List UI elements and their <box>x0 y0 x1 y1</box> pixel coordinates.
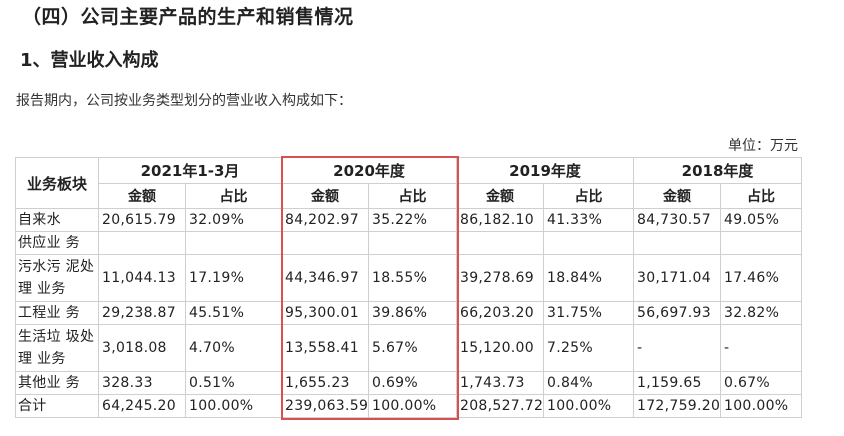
segment-cell: 污水污 泥处理 业务 <box>15 254 99 302</box>
period-header: 2020年度 <box>281 157 458 184</box>
table-row: 自来水 20,615.79 32.09% 84,202.97 35.22% 86,182.… <box>15 208 803 232</box>
ratio-cell: 17.19% <box>184 254 283 302</box>
table-row: 污水污 泥处理 业务 11,044.13 17.19% 44,346.97 18.55%… <box>15 254 803 302</box>
segment-cell: 生活垃 圾处理 业务 <box>15 324 99 372</box>
amount-cell: 66,203.20 <box>456 301 545 325</box>
amount-cell: 64,245.20 <box>98 394 186 418</box>
segment-header: 业务板块 <box>15 157 99 209</box>
amount-cell: - <box>633 324 722 372</box>
ratio-cell: 32.82% <box>720 301 803 325</box>
table-row: 工程业 务 29,238.87 45.51% 95,300.01 39.86% 66,20… <box>15 301 803 325</box>
amount-cell: 15,120.00 <box>456 324 545 372</box>
amount-cell: 20,615.79 <box>98 208 186 232</box>
ratio-cell: 39.86% <box>368 301 458 325</box>
ratio-cell <box>720 231 803 255</box>
unit-label: 单位：万元 <box>728 138 798 154</box>
ratio-header: 占比 <box>720 183 803 209</box>
period-header: 2019年度 <box>456 157 635 184</box>
ratio-cell: 32.09% <box>184 208 283 232</box>
section-title: （四）公司主要产品的生产和销售情况 <box>22 6 354 28</box>
ratio-cell: - <box>720 324 803 372</box>
intro-text: 报告期内，公司按业务类型划分的营业收入构成如下： <box>16 93 352 109</box>
amount-header: 金额 <box>98 183 186 209</box>
amount-cell <box>98 231 186 255</box>
amount-cell: 56,697.93 <box>633 301 722 325</box>
ratio-cell: 0.51% <box>184 371 283 395</box>
amount-header: 金额 <box>633 183 722 209</box>
ratio-cell: 0.84% <box>543 371 635 395</box>
amount-cell: 30,171.04 <box>633 254 722 302</box>
amount-cell: 13,558.41 <box>281 324 370 372</box>
ratio-cell: 18.84% <box>543 254 635 302</box>
ratio-cell: 35.22% <box>368 208 458 232</box>
amount-cell: 172,759.20 <box>633 394 722 418</box>
ratio-cell: 45.51% <box>184 301 283 325</box>
ratio-cell: 5.67% <box>368 324 458 372</box>
ratio-cell: 31.75% <box>543 301 635 325</box>
ratio-cell: 0.67% <box>720 371 803 395</box>
ratio-cell: 7.25% <box>543 324 635 372</box>
revenue-composition-table: 业务板块 2021年1-3月 2020年度 2019年度 2018年度 金额 占… <box>15 157 803 418</box>
segment-cell: 供应业 务 <box>15 231 99 255</box>
amount-cell: 86,182.10 <box>456 208 545 232</box>
period-header: 2018年度 <box>633 157 803 184</box>
table-row: 供应业 务 <box>15 231 803 255</box>
amount-cell: 3,018.08 <box>98 324 186 372</box>
ratio-cell: 17.46% <box>720 254 803 302</box>
amount-cell: 1,743.73 <box>456 371 545 395</box>
ratio-cell: 100.00% <box>368 394 458 418</box>
amount-cell: 84,202.97 <box>281 208 370 232</box>
ratio-cell: 49.05% <box>720 208 803 232</box>
amount-cell <box>281 231 370 255</box>
table-row: 生活垃 圾处理 业务 3,018.08 4.70% 13,558.41 5.67% 15,… <box>15 324 803 372</box>
ratio-cell: 4.70% <box>184 324 283 372</box>
segment-cell: 自来水 <box>15 208 99 232</box>
amount-cell: 1,159.65 <box>633 371 722 395</box>
amount-header: 金额 <box>456 183 545 209</box>
table-row: 其他业 务 328.33 0.51% 1,655.23 0.69% 1,743.73 0.8… <box>15 371 803 395</box>
amount-cell: 39,278.69 <box>456 254 545 302</box>
ratio-header: 占比 <box>184 183 283 209</box>
amount-cell: 239,063.59 <box>281 394 370 418</box>
amount-cell: 29,238.87 <box>98 301 186 325</box>
ratio-cell <box>543 231 635 255</box>
ratio-cell <box>368 231 458 255</box>
amount-cell <box>456 231 545 255</box>
amount-cell: 1,655.23 <box>281 371 370 395</box>
ratio-cell: 41.33% <box>543 208 635 232</box>
ratio-cell: 0.69% <box>368 371 458 395</box>
amount-cell: 328.33 <box>98 371 186 395</box>
ratio-cell: 18.55% <box>368 254 458 302</box>
ratio-cell <box>184 231 283 255</box>
segment-cell: 其他业 务 <box>15 371 99 395</box>
amount-header: 金额 <box>281 183 370 209</box>
subsection-title: 1、营业收入构成 <box>20 50 159 71</box>
amount-cell: 95,300.01 <box>281 301 370 325</box>
amount-cell <box>633 231 722 255</box>
ratio-header: 占比 <box>368 183 458 209</box>
amount-cell: 84,730.57 <box>633 208 722 232</box>
amount-cell: 11,044.13 <box>98 254 186 302</box>
period-header: 2021年1-3月 <box>97 157 283 184</box>
amount-cell: 44,346.97 <box>281 254 370 302</box>
amount-cell: 208,527.72 <box>456 394 545 418</box>
ratio-cell: 100.00% <box>543 394 635 418</box>
ratio-cell: 100.00% <box>184 394 283 418</box>
segment-cell: 合计 <box>15 394 99 418</box>
ratio-header: 占比 <box>543 183 635 209</box>
table-row: 合计 64,245.20 100.00% 239,063.59 100.00% 208,5… <box>15 394 803 418</box>
ratio-cell: 100.00% <box>720 394 803 418</box>
segment-cell: 工程业 务 <box>15 301 99 325</box>
